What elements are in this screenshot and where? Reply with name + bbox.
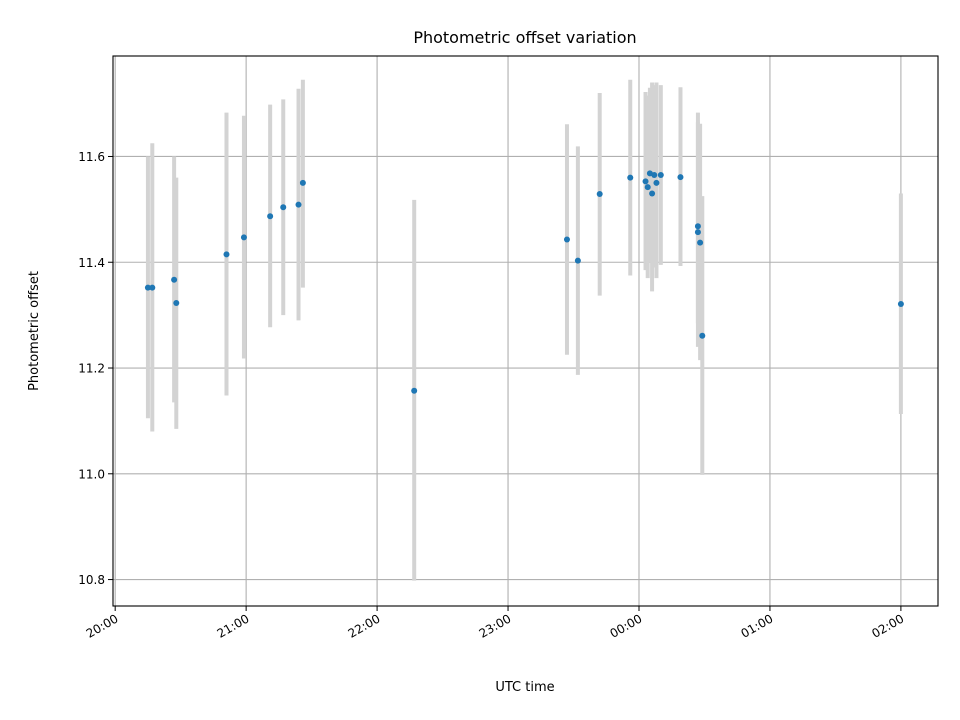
data-point xyxy=(677,174,684,181)
data-point xyxy=(694,229,701,236)
data-point xyxy=(295,201,302,208)
data-point xyxy=(563,236,570,243)
data-point xyxy=(649,190,656,197)
data-point xyxy=(699,332,706,339)
y-tick-label: 10.8 xyxy=(78,573,105,587)
data-point xyxy=(171,276,178,283)
data-point xyxy=(223,251,230,258)
y-tick-label: 11.2 xyxy=(78,362,105,376)
data-point xyxy=(657,171,664,178)
data-point xyxy=(651,171,658,178)
y-tick-label: 11.4 xyxy=(78,256,105,270)
grid xyxy=(113,56,938,606)
data-point xyxy=(596,191,603,198)
data-point xyxy=(144,284,151,291)
x-axis-label: UTC time xyxy=(495,680,554,695)
data-point xyxy=(697,239,704,246)
data-point xyxy=(694,223,701,230)
data-points xyxy=(144,170,904,394)
data-point xyxy=(897,301,904,308)
data-point xyxy=(267,213,274,220)
data-point xyxy=(642,178,649,185)
y-tick-label: 11.6 xyxy=(78,150,105,164)
data-point xyxy=(653,179,660,186)
data-point xyxy=(240,234,247,241)
y-axis: 10.8 11.0 11.2 11.4 11.6 xyxy=(78,150,113,587)
y-axis-label: Photometric offset xyxy=(27,271,42,391)
data-point xyxy=(644,184,651,191)
data-point xyxy=(411,387,418,394)
data-point xyxy=(280,204,287,211)
y-tick-label: 11.0 xyxy=(78,467,105,481)
data-point xyxy=(173,299,180,306)
data-point xyxy=(627,174,634,181)
plot-frame xyxy=(112,55,939,607)
data-point xyxy=(149,284,156,291)
data-point xyxy=(299,179,306,186)
chart-title: Photometric offset variation xyxy=(413,28,636,47)
data-point xyxy=(574,257,581,264)
